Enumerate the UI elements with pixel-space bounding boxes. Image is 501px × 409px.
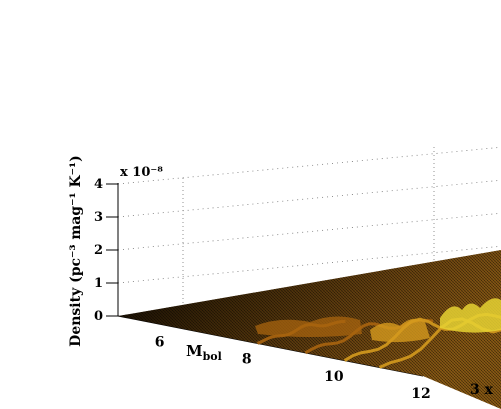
z-axis-title: Density (pc⁻³ mag⁻¹ K⁻¹): [68, 155, 84, 347]
mbol-tick-label-1: 8: [242, 352, 252, 368]
density-ridge-low: [255, 316, 362, 337]
z-tick-label-4: 4: [94, 177, 103, 192]
teff-tick-label-partial: 3 x: [470, 382, 494, 398]
z-tick-label-0: 0: [94, 309, 103, 324]
z-grid-line-4: [117, 146, 501, 185]
z-grid-line-1: [117, 245, 501, 284]
z-tick-label-1: 1: [94, 276, 103, 291]
density-peak-highlight: [440, 298, 501, 333]
mbol-axis-title-sub: bol: [203, 350, 222, 363]
mbol-tick-label-0: 6: [155, 335, 165, 351]
z-tick-labels: 0 1 2 3 4: [94, 177, 118, 324]
mbol-tick-labels: 6 8 10 12: [155, 335, 431, 402]
z-grid-line-3: [117, 179, 501, 218]
z-exponent-label: x 10⁻⁸: [120, 165, 163, 180]
mbol-axis-title-main: M: [186, 342, 203, 360]
density-surface: [118, 250, 501, 409]
mbol-tick-label-3: 12: [411, 386, 430, 402]
z-tick-label-2: 2: [94, 243, 103, 258]
mbol-tick-label-2: 10: [324, 369, 344, 385]
surface-ridges: [255, 298, 501, 369]
z-grid-line-2: [117, 212, 501, 251]
z-tick-label-3: 3: [94, 210, 103, 225]
density-ridge-mid: [370, 318, 430, 343]
mbol-axis-title: Mbol: [186, 342, 222, 363]
